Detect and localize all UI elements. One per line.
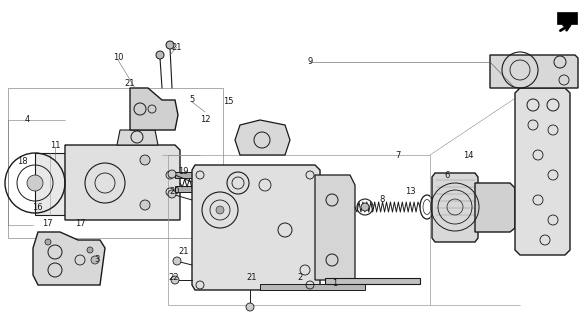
Polygon shape [315,175,355,280]
Polygon shape [490,55,578,88]
Polygon shape [515,88,570,255]
Circle shape [361,203,369,211]
Bar [557,12,577,24]
Polygon shape [175,186,230,192]
Text: 3: 3 [95,255,100,265]
Polygon shape [192,165,320,290]
Polygon shape [130,88,178,130]
Text: 7: 7 [395,151,401,161]
Polygon shape [475,183,515,232]
Text: 2: 2 [298,274,303,283]
Polygon shape [325,278,420,284]
Bar [8,88,223,238]
Polygon shape [65,145,180,220]
Text: 16: 16 [32,204,42,212]
Circle shape [173,257,181,265]
Text: 20: 20 [170,187,180,196]
Text: 19: 19 [178,167,188,177]
Text: 11: 11 [50,140,60,149]
Text: 9: 9 [308,58,313,67]
Text: 8: 8 [379,196,384,204]
Text: 10: 10 [113,53,123,62]
Circle shape [91,256,99,264]
Polygon shape [175,172,230,178]
Text: 5: 5 [190,95,195,105]
Polygon shape [33,232,105,285]
Text: 6: 6 [444,171,450,180]
Text: 17: 17 [75,220,85,228]
Polygon shape [35,153,65,215]
Text: 21: 21 [125,78,135,87]
Circle shape [246,303,254,311]
Text: 22: 22 [168,273,179,282]
Text: 4: 4 [25,116,29,124]
Circle shape [171,276,179,284]
Polygon shape [235,120,290,155]
Polygon shape [260,284,365,290]
Circle shape [216,206,224,214]
Circle shape [166,41,174,49]
Text: FR.: FR. [559,3,575,12]
Text: 18: 18 [16,157,28,166]
Text: 15: 15 [222,98,233,107]
Text: 21: 21 [179,247,189,257]
Circle shape [87,247,93,253]
Text: 13: 13 [404,187,416,196]
Text: 1: 1 [332,279,338,289]
Text: 12: 12 [200,116,210,124]
Circle shape [156,51,164,59]
Text: 21: 21 [247,273,257,282]
Circle shape [45,239,51,245]
Text: 14: 14 [463,150,473,159]
Circle shape [140,200,150,210]
Polygon shape [117,130,158,145]
Circle shape [140,155,150,165]
Text: 17: 17 [42,220,52,228]
Circle shape [168,170,176,178]
Polygon shape [432,173,478,242]
Circle shape [27,175,43,191]
Polygon shape [228,178,248,188]
Text: 21: 21 [172,43,182,52]
Circle shape [168,190,176,198]
